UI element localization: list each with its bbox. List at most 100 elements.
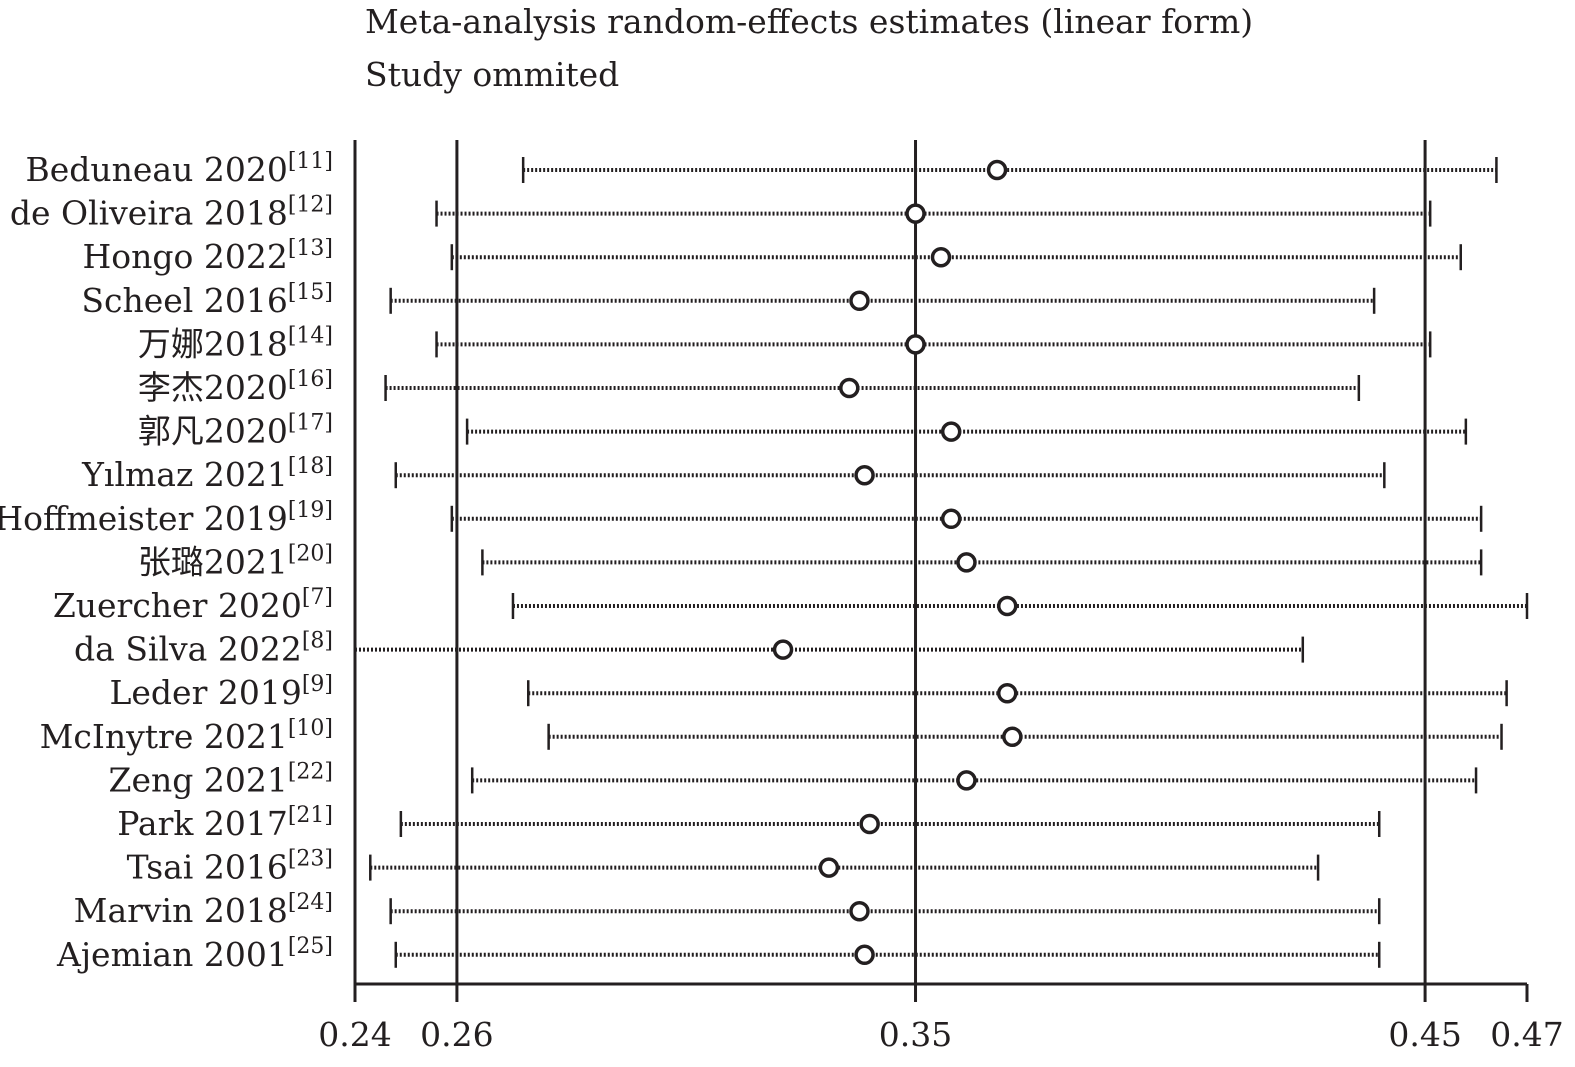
study-label: 郭凡2020[17]: [138, 411, 333, 451]
study-label: Scheel 2016[15]: [81, 280, 333, 320]
study-name: 李杰2020: [138, 368, 288, 407]
study-name: Hongo 2022: [82, 237, 287, 276]
study-label: Zuercher 2020[7]: [53, 585, 333, 625]
study-name: Park 2017: [117, 804, 288, 843]
study-reference: [14]: [288, 323, 333, 348]
estimate-point: [956, 552, 977, 573]
estimate-point: [905, 203, 926, 224]
study-name: 万娜2018: [138, 324, 288, 363]
study-reference: [11]: [288, 149, 333, 174]
study-row: 李杰2020[16]: [138, 367, 1361, 407]
study-name: Tsai 2016: [127, 848, 288, 887]
study-label: 张璐2021[20]: [138, 541, 333, 581]
study-name: Marvin 2018: [74, 891, 288, 930]
estimate-point: [1002, 726, 1023, 748]
study-name: Ajemian 2001: [56, 935, 288, 974]
axes: 0.24 0.26 0.35 0.45 0.47: [318, 140, 1564, 1054]
estimate-point: [854, 944, 875, 966]
study-label: 李杰2020[16]: [138, 367, 333, 407]
study-row: Beduneau 2020[11]: [25, 149, 1498, 189]
study-label: da Silva 2022[8]: [74, 629, 333, 669]
study-reference: [24]: [288, 890, 333, 915]
study-label: Yılmaz 2021[18]: [81, 454, 333, 494]
study-reference: [13]: [288, 236, 333, 261]
study-name: Leder 2019: [109, 673, 301, 712]
study-reference: [21]: [288, 803, 333, 828]
study-row: McInytre 2021[10]: [40, 716, 1503, 756]
estimate-point: [905, 334, 926, 355]
study-reference: [16]: [288, 367, 333, 392]
estimate-point: [818, 857, 840, 878]
study-name: da Silva 2022: [74, 630, 302, 669]
x-tick-label: 0.45: [1388, 1015, 1461, 1054]
study-reference: [25]: [288, 934, 333, 959]
study-name: 郭凡2020: [138, 412, 288, 451]
estimate-point: [996, 595, 1018, 617]
study-name: Zuercher 2020: [53, 586, 302, 625]
study-label: Hongo 2022[13]: [82, 236, 333, 276]
estimate-point: [859, 813, 880, 835]
study-row: da Silva 2022[8]: [74, 629, 1305, 669]
study-row: Tsai 2016[23]: [127, 847, 1320, 887]
study-reference: [12]: [288, 193, 333, 218]
study-label: Zeng 2021[22]: [109, 759, 333, 799]
study-row: 万娜2018[14]: [138, 323, 1432, 363]
study-row: Hongo 2022[13]: [82, 236, 1463, 276]
study-row: 郭凡2020[17]: [138, 411, 1468, 451]
study-reference: [7]: [302, 585, 333, 610]
study-label: 万娜2018[14]: [138, 323, 333, 363]
study-rows: Beduneau 2020[11]de Oliveira 2018[12]Hon…: [0, 149, 1529, 974]
study-label: Hoffmeister 2019[19]: [0, 498, 333, 538]
study-row: Hoffmeister 2019[19]: [0, 498, 1483, 538]
study-label: Beduneau 2020[11]: [25, 149, 333, 189]
study-reference: [17]: [288, 411, 333, 436]
study-reference: [20]: [288, 541, 333, 566]
estimate-point: [940, 508, 962, 530]
x-tick-label: 0.26: [420, 1015, 493, 1054]
study-reference: [23]: [288, 847, 333, 872]
study-label: Tsai 2016[23]: [127, 847, 333, 887]
study-row: 张璐2021[20]: [138, 541, 1483, 581]
estimate-point: [849, 900, 870, 922]
study-label: Ajemian 2001[25]: [56, 934, 333, 974]
study-label: McInytre 2021[10]: [40, 716, 333, 756]
study-label: de Oliveira 2018[12]: [10, 193, 333, 233]
estimate-point: [940, 421, 962, 442]
study-name: de Oliveira 2018: [10, 194, 288, 233]
study-name: Hoffmeister 2019: [0, 499, 288, 538]
estimate-point: [772, 639, 794, 660]
estimate-point: [854, 464, 875, 486]
chart-title: Meta-analysis random-effects estimates (…: [365, 2, 1254, 41]
study-name: 张璐2021: [138, 542, 288, 581]
x-tick-label: 0.47: [1490, 1015, 1563, 1054]
study-name: McInytre 2021: [40, 717, 288, 756]
study-reference: [18]: [288, 454, 333, 479]
x-tick-label: 0.35: [879, 1015, 952, 1054]
chart-subtitle: Study ommited: [365, 55, 620, 94]
estimate-point: [849, 290, 870, 312]
study-row: de Oliveira 2018[12]: [10, 193, 1432, 233]
study-row: Park 2017[21]: [117, 803, 1381, 843]
estimate-point: [996, 682, 1018, 704]
study-label: Park 2017[21]: [117, 803, 333, 843]
estimate-point: [956, 770, 977, 791]
study-name: Zeng 2021: [109, 760, 288, 799]
x-tick-label: 0.24: [318, 1015, 391, 1054]
estimate-point: [839, 377, 860, 399]
study-label: Marvin 2018[24]: [74, 890, 333, 930]
study-reference: [22]: [288, 759, 333, 784]
study-name: Beduneau 2020: [25, 150, 287, 189]
study-reference: [15]: [288, 280, 333, 305]
estimate-point: [986, 159, 1008, 181]
study-reference: [10]: [288, 716, 333, 741]
study-row: Ajemian 2001[25]: [56, 934, 1381, 974]
study-row: Marvin 2018[24]: [74, 890, 1381, 930]
study-row: Yılmaz 2021[18]: [81, 454, 1386, 494]
study-row: Zuercher 2020[7]: [53, 585, 1529, 625]
study-name: Scheel 2016: [81, 281, 287, 320]
study-row: Leder 2019[9]: [109, 672, 1508, 712]
study-reference: [9]: [302, 672, 333, 697]
study-reference: [19]: [288, 498, 333, 523]
estimate-point: [930, 246, 952, 268]
